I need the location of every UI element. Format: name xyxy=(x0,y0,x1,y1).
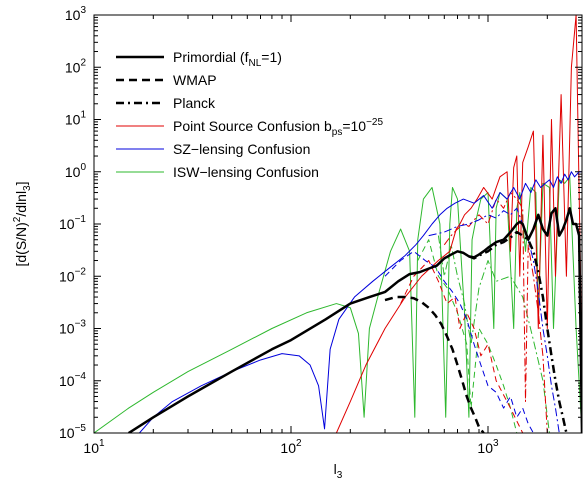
series-line-sz_dashed xyxy=(384,250,534,433)
series-line-isw_dashed xyxy=(417,239,518,433)
series-line-planck xyxy=(468,230,568,433)
series-line-sz_dashdot xyxy=(428,207,560,433)
legend-entry: ISW−lensing Confusion xyxy=(116,164,319,180)
series-line-primordial xyxy=(128,207,582,433)
series-line-ps_dashed xyxy=(400,260,524,433)
legend-label: SZ−lensing Confusion xyxy=(173,141,310,157)
legend-entry: Planck xyxy=(116,95,216,111)
y-tick-label: 10−5 xyxy=(59,423,86,441)
axis-ticks: 101 102 103 10−5 10−4 10−3 10−2 10−1 100 101 102 10… xyxy=(59,5,583,456)
legend-label: WMAP xyxy=(173,72,217,88)
y-tick-label: 101 xyxy=(65,110,87,128)
legend-label: Point Source Confusion bps=10−25 xyxy=(173,117,383,138)
legend-entry: Primordial (fNL=1) xyxy=(116,49,282,69)
y-axis-title: [d(S/N)2/dlnl3] xyxy=(12,181,33,266)
y-tick-label: 103 xyxy=(65,5,87,23)
series-line-ps_dashdot xyxy=(443,192,548,433)
y-tick-label: 10−4 xyxy=(59,371,86,389)
y-tick-label: 10−3 xyxy=(59,319,86,337)
y-tick-label: 10−2 xyxy=(59,266,86,284)
y-tick-label: 102 xyxy=(65,57,87,75)
x-tick-label: 103 xyxy=(477,438,499,456)
legend-entry: SZ−lensing Confusion xyxy=(116,141,310,157)
x-tick-label: 101 xyxy=(83,438,105,456)
legend-label: Planck xyxy=(173,95,216,111)
legend: Primordial (fNL=1) WMAP Planck Point Source… xyxy=(116,49,383,180)
x-tick-label: 102 xyxy=(280,438,302,456)
series-line-wmap xyxy=(384,295,485,433)
legend-label: Primordial (fNL=1) xyxy=(173,49,282,69)
series-line-sz_solid xyxy=(139,171,582,433)
legend-label: ISW−lensing Confusion xyxy=(173,164,319,180)
x-axis-title: l3 xyxy=(334,461,343,481)
legend-entry: Point Source Confusion bps=10−25 xyxy=(116,117,383,138)
legend-entry: WMAP xyxy=(116,72,217,88)
plot-series xyxy=(94,15,582,433)
y-tick-label: 10−1 xyxy=(59,214,86,232)
y-tick-label: 100 xyxy=(65,162,87,180)
series-line-isw_dashdot xyxy=(437,235,550,433)
